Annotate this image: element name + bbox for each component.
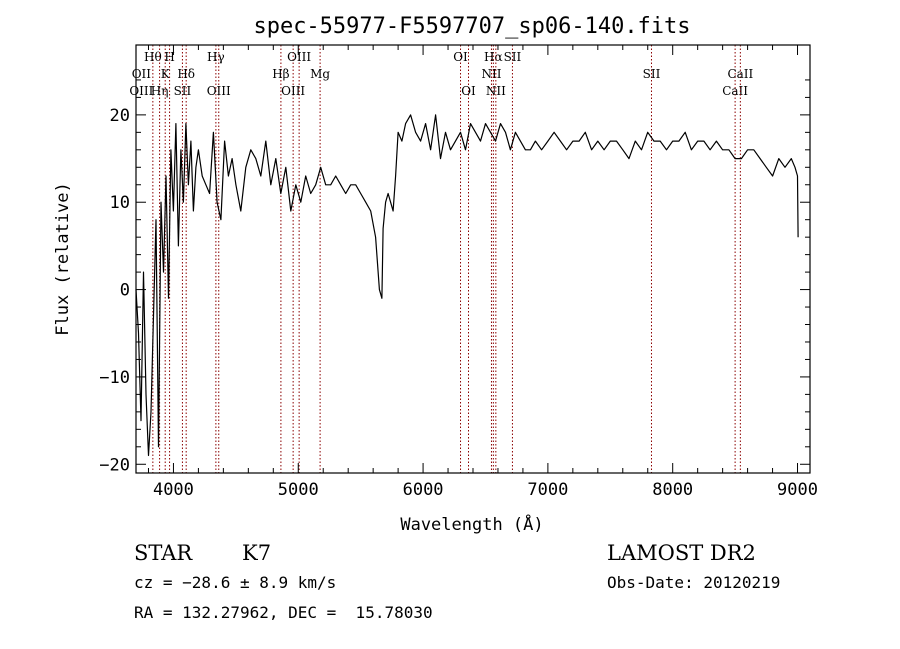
x-tick-label: 8000	[652, 480, 693, 500]
marker-label: OII	[132, 67, 152, 81]
series-line	[135, 114, 799, 457]
marker-label: NII	[486, 84, 506, 98]
marker-label: Hγ	[207, 50, 225, 64]
x-tick-label: 9000	[777, 480, 818, 500]
plot-frame	[135, 44, 811, 474]
marker-label: SII	[643, 67, 661, 81]
marker-label: OIII	[287, 50, 311, 64]
object-subclass: K7	[242, 541, 271, 565]
marker-label: Hη	[151, 84, 169, 98]
marker-label: OIII	[207, 84, 231, 98]
x-axis-label: Wavelength (Å)	[400, 513, 543, 535]
marker-label: Hθ	[144, 50, 162, 64]
marker-label: Hδ	[177, 67, 195, 81]
x-tick-label: 7000	[527, 480, 568, 500]
marker-label: SII	[174, 84, 192, 98]
marker-label: OI	[453, 50, 468, 64]
y-tick-label: 0	[120, 281, 130, 301]
x-tick-label: 6000	[403, 480, 444, 500]
marker-label: Hβ	[272, 67, 289, 81]
y-tick-label: 20	[110, 106, 130, 126]
survey-name: LAMOST DR2	[607, 541, 756, 565]
y-tick-label: −20	[99, 455, 130, 475]
marker-label: Hα	[484, 50, 503, 64]
axis-ticks: 4000 5000 6000 7000 8000 9000 −20 −10 0 10 20	[99, 45, 818, 500]
chart-title: spec-55977-F5597707_sp06-140.fits	[253, 14, 690, 39]
object-class: STAR	[134, 541, 193, 565]
marker-label: OIII	[129, 84, 153, 98]
series-layer	[135, 114, 799, 457]
emission-line-markers: Hθ Hη KH SII Hδ Hγ OIII Hβ OIII OIII Mg OI OI NII Hα NI…	[129, 45, 754, 473]
coordinates: RA = 132.27962, DEC = 15.78030	[134, 603, 433, 622]
marker-label: OIII	[281, 84, 305, 98]
y-axis-label: Flux (relative)	[53, 182, 73, 336]
x-tick-label: 4000	[153, 480, 194, 500]
y-tick-label: 10	[110, 193, 130, 213]
marker-label: H	[164, 50, 174, 64]
redshift-velocity: cz = −28.6 ± 8.9 km/s	[134, 573, 336, 592]
marker-label: NII	[481, 67, 501, 81]
observation-date: Obs-Date: 20120219	[607, 573, 780, 592]
marker-label: CaII	[722, 84, 748, 98]
x-tick-label: 5000	[278, 480, 319, 500]
marker-label: K	[161, 67, 171, 81]
marker-label: SII	[504, 50, 522, 64]
marker-label: Mg	[310, 67, 330, 81]
y-tick-label: −10	[99, 368, 130, 388]
marker-label: CaII	[727, 67, 753, 81]
marker-label: OI	[461, 84, 476, 98]
